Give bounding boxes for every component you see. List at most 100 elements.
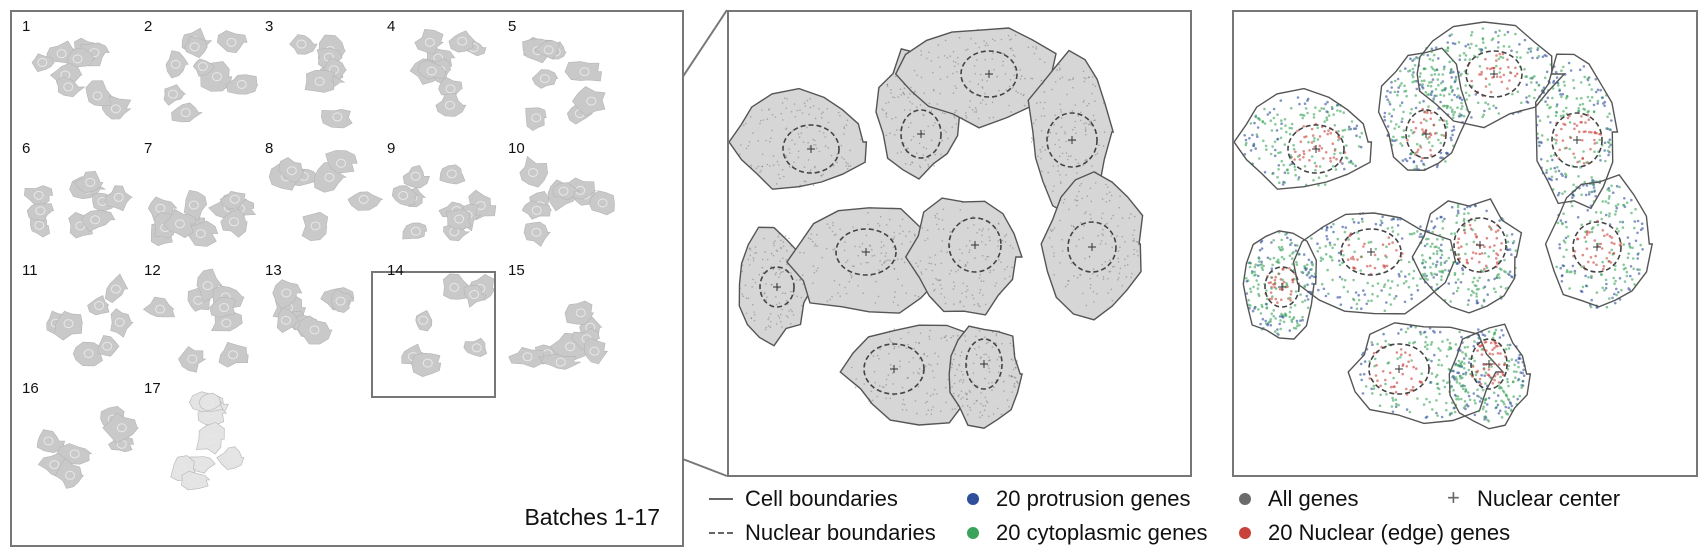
cell-boundary: [1544, 173, 1654, 308]
gene-dot: [879, 348, 881, 351]
gene-dot: [1474, 401, 1477, 405]
gene-dot: [1453, 378, 1456, 381]
gene-dot: [1578, 68, 1582, 72]
gene-dot: [1009, 79, 1012, 81]
gene-dot: [1439, 261, 1443, 265]
nucleus-shape: [445, 84, 456, 94]
gene-dot: [1594, 211, 1598, 214]
gene-dot: [1437, 347, 1440, 350]
gene-dot: [1306, 306, 1310, 310]
gene-dot: [1483, 109, 1486, 113]
gene-dot: [1575, 97, 1579, 100]
gene-dot: [784, 292, 786, 295]
gene-dot: [1324, 252, 1328, 256]
gene-dot: [1503, 258, 1506, 262]
gene-dot: [1031, 137, 1033, 139]
gene-dot: [1126, 263, 1129, 266]
gene-dot: [961, 405, 964, 407]
gene-dot: [750, 317, 753, 319]
gene-dot: [1462, 406, 1466, 410]
gene-dot: [912, 135, 915, 138]
gene-dot: [982, 405, 984, 407]
gene-dot: [1543, 76, 1547, 80]
gene-dot: [927, 165, 930, 168]
nucleus-shape: [196, 459, 207, 469]
gene-dot: [1625, 201, 1629, 204]
gene-dot: [1075, 204, 1078, 207]
nucleus-shape: [187, 354, 198, 364]
gene-dot: [1557, 84, 1560, 87]
gene-dot: [1476, 301, 1480, 305]
gene-dot: [1577, 107, 1580, 110]
gene-dot: [1604, 213, 1608, 217]
gene-dot: [752, 278, 754, 281]
gene-dot: [814, 245, 816, 247]
gene-dot: [741, 264, 744, 267]
gene-dot: [893, 268, 896, 270]
nucleus-shape: [92, 91, 103, 101]
gene-dot: [885, 113, 887, 115]
gene-dot: [1423, 345, 1427, 349]
gene-dot: [984, 303, 987, 306]
gene-dot: [1073, 229, 1075, 231]
gene-dot: [1124, 264, 1126, 267]
gene-dot: [1554, 70, 1558, 74]
gene-dot: [839, 295, 841, 298]
cell-shape: [184, 36, 208, 58]
gene-dot: [1251, 133, 1254, 137]
gene-dot: [1425, 242, 1429, 246]
gene-dot: [1541, 55, 1545, 59]
gene-dot: [920, 54, 923, 56]
gene-dot: [1317, 149, 1321, 152]
gene-dot: [751, 303, 754, 306]
gene-dot: [1429, 381, 1432, 384]
gene-dot: [1432, 276, 1435, 279]
gene-dot: [769, 313, 772, 315]
gene-dot: [845, 161, 847, 164]
gene-dot: [1331, 142, 1335, 145]
gene-dot: [1317, 176, 1321, 179]
gene-dot: [1005, 233, 1008, 236]
gene-dot: [939, 279, 942, 281]
gene-dot: [1277, 164, 1281, 167]
gene-dot: [1368, 360, 1371, 363]
cell-shape: [66, 47, 96, 68]
gene-dot: [1110, 235, 1113, 237]
gene-dot: [1086, 159, 1089, 161]
gene-dot: [1400, 101, 1404, 104]
gene-dot: [1537, 141, 1541, 144]
gene-dot: [1427, 229, 1430, 233]
gene-dot: [845, 165, 847, 167]
gene-dot: [1343, 128, 1347, 132]
gene-dot: [754, 246, 757, 248]
gene-dot: [1599, 88, 1602, 92]
gene-dot: [927, 163, 929, 166]
gene-dot: [826, 300, 829, 303]
cell-fill: [949, 326, 1023, 429]
gene-dot: [1498, 409, 1502, 413]
gene-dot: [1257, 283, 1260, 286]
gene-dot: [1593, 142, 1597, 145]
gene-dot: [1558, 89, 1561, 93]
gene-dot: [1485, 349, 1488, 352]
gene-dot: [1614, 264, 1617, 268]
gene-dot: [1580, 290, 1584, 294]
tile-number: 12: [144, 262, 161, 279]
gene-dot: [1397, 403, 1400, 407]
gene-dot: [1461, 351, 1464, 354]
gene-dot: [1448, 60, 1451, 64]
gene-dot: [1435, 94, 1438, 97]
gene-dot: [1605, 282, 1608, 286]
gene-dot: [1043, 91, 1046, 93]
nucleus-shape: [229, 194, 240, 204]
gene-dot: [1256, 287, 1260, 290]
gene-dot: [1288, 329, 1292, 332]
gene-dot: [1588, 190, 1591, 194]
gene-dot: [1531, 56, 1534, 60]
cell-shape: [411, 352, 442, 378]
gene-dot: [1272, 107, 1276, 111]
gene-dot: [1565, 248, 1568, 252]
gene-dot: [1457, 211, 1460, 215]
gene-dot: [1474, 93, 1478, 96]
gene-dot: [1496, 394, 1500, 397]
